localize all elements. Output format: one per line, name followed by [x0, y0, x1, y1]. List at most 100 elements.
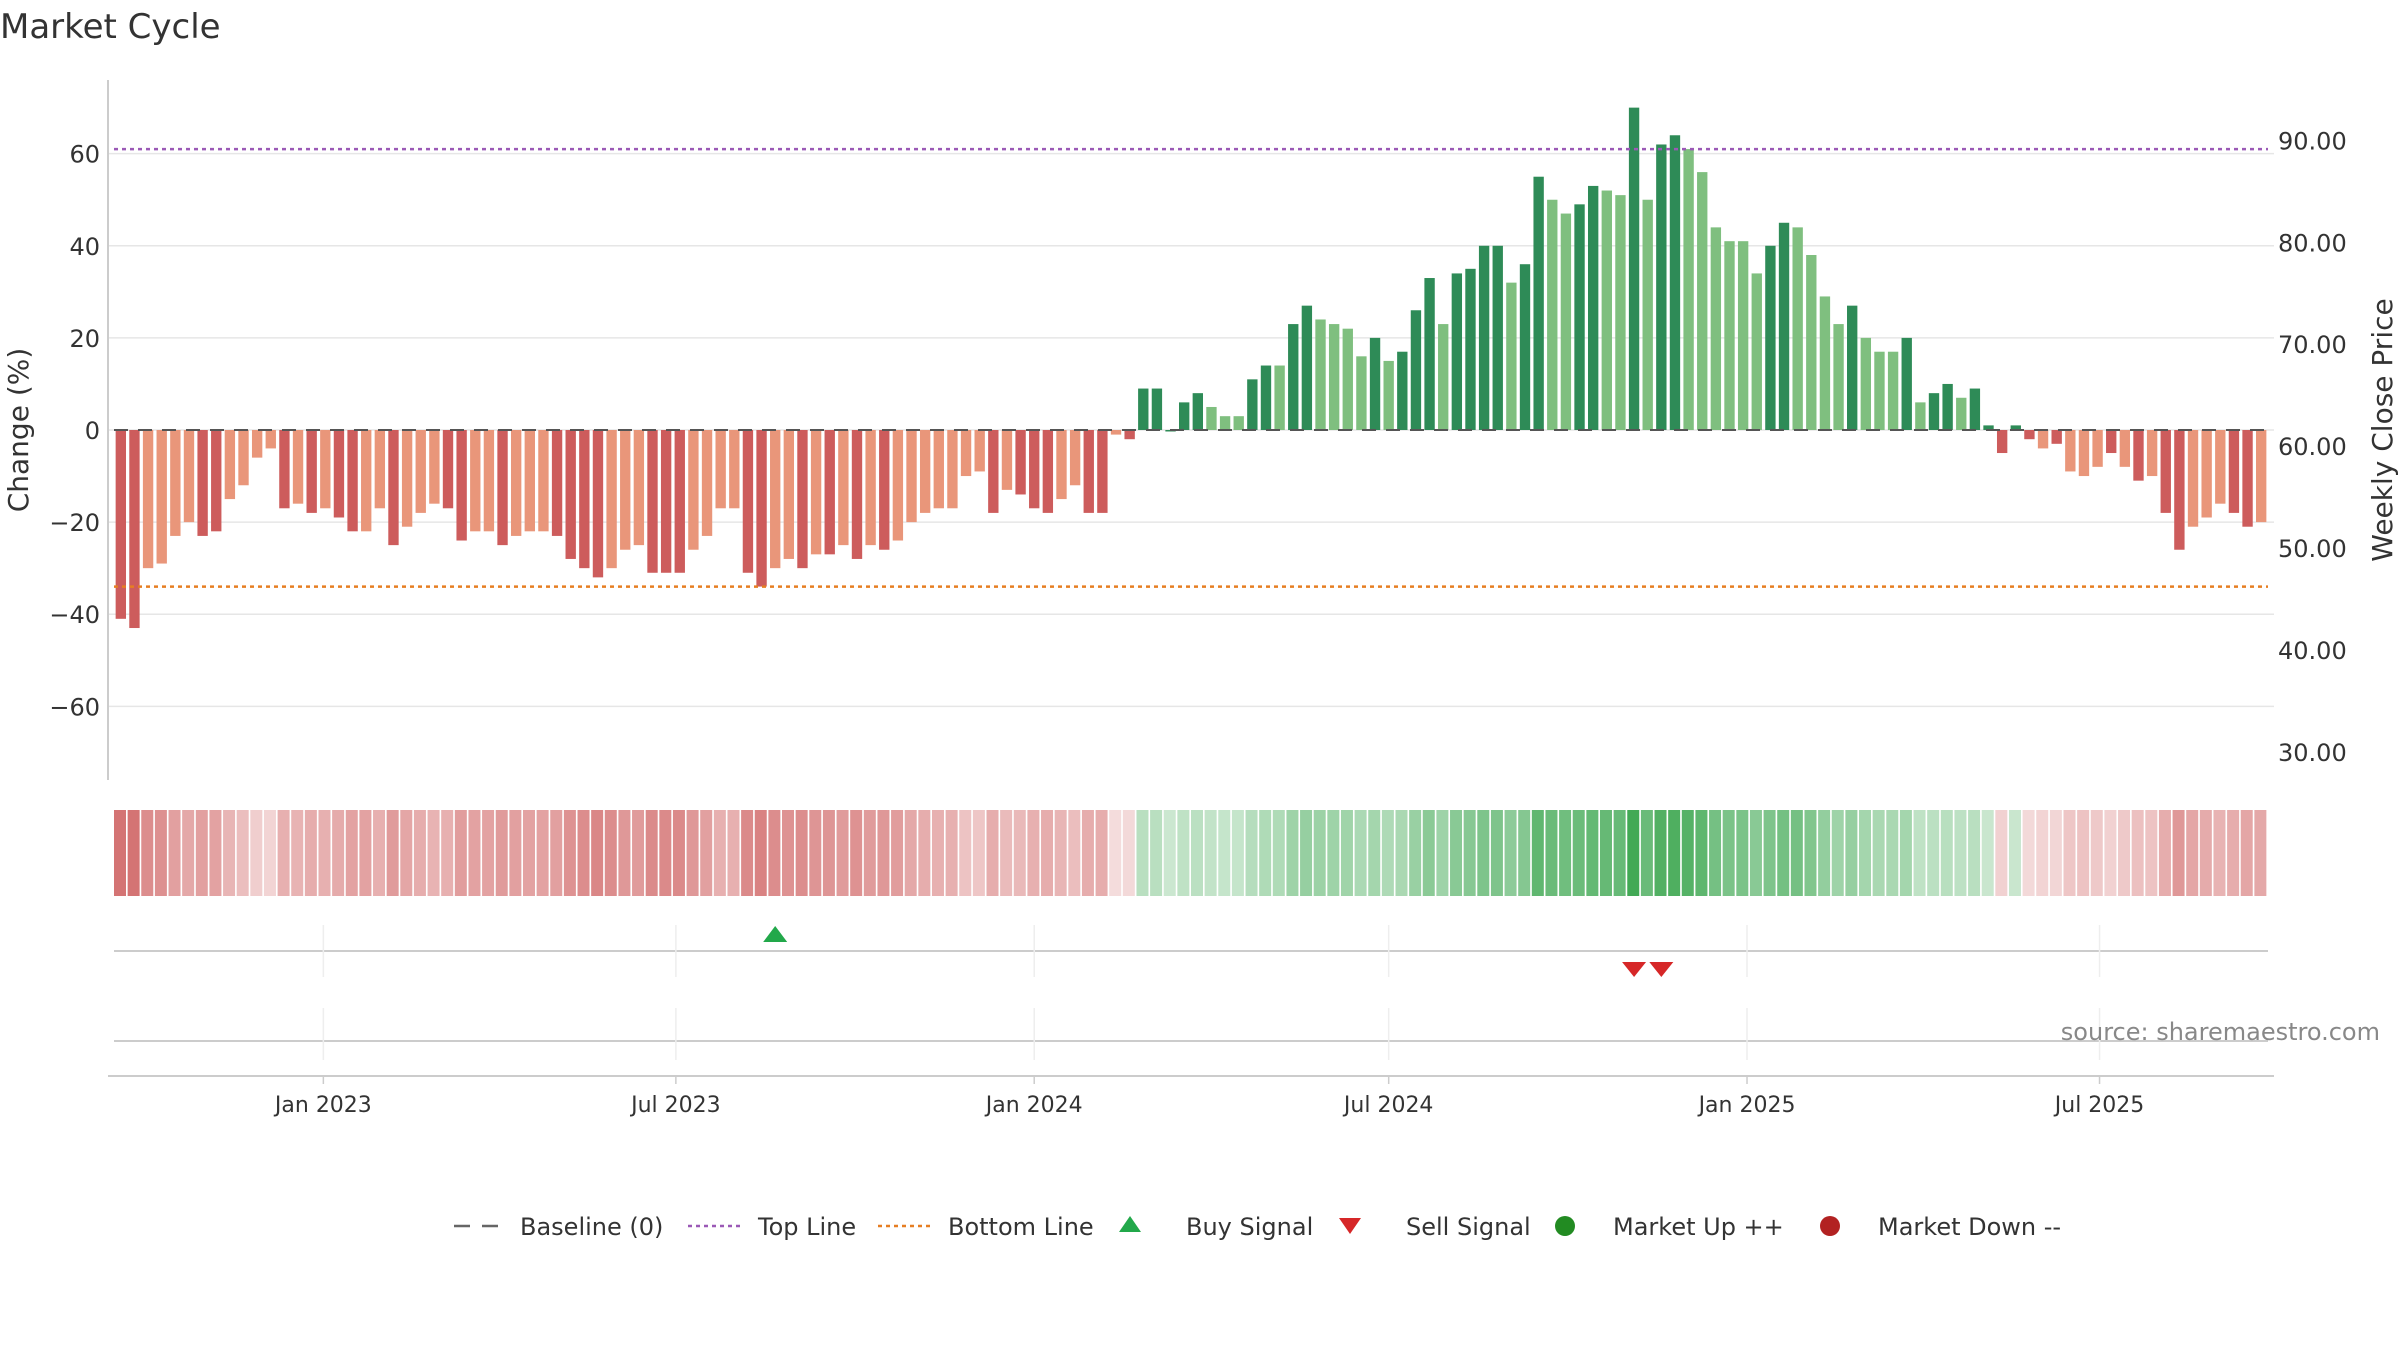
change-bar	[592, 430, 604, 578]
change-bar	[606, 430, 617, 569]
heat-cell	[2172, 810, 2185, 896]
heat-cell	[1572, 810, 1585, 896]
change-bar	[306, 430, 317, 513]
change-bar	[2228, 430, 2240, 513]
heat-cell	[1136, 810, 1149, 896]
heat-cell	[2199, 810, 2212, 896]
heat-cell	[768, 810, 781, 896]
change-bar	[429, 430, 440, 504]
legend-swatch	[1820, 1216, 1840, 1236]
heat-cell	[972, 810, 985, 896]
change-bar	[824, 430, 835, 555]
change-bar	[1247, 379, 1258, 430]
change-bar	[1601, 190, 1612, 430]
heat-cell	[1859, 810, 1872, 896]
change-bar	[1765, 245, 1776, 430]
change-bar	[810, 430, 822, 555]
heat-cell	[1163, 810, 1176, 896]
heat-cell	[645, 810, 658, 896]
heat-cell	[591, 810, 604, 896]
heat-cell	[1041, 810, 1054, 896]
heat-cell	[2145, 810, 2158, 896]
change-bar	[1587, 185, 1599, 430]
change-bar	[1124, 430, 1135, 440]
change-bar	[2215, 430, 2226, 504]
change-bar	[374, 430, 386, 509]
x-tick-label: Jan 2024	[984, 1093, 1083, 1118]
heat-cell	[468, 810, 481, 896]
legend-item: Sell Signal	[1339, 1213, 1531, 1241]
change-bar	[401, 430, 413, 527]
change-bar	[1969, 388, 1981, 430]
source-note: source: sharemaestro.com	[2061, 1018, 2380, 1046]
change-bar	[2051, 430, 2062, 444]
heat-cell	[1109, 810, 1122, 896]
legend-item: Market Down --	[1820, 1213, 2061, 1241]
legend-label: Buy Signal	[1186, 1213, 1313, 1241]
heat-cell	[2213, 810, 2226, 896]
change-bar	[1260, 365, 1272, 430]
change-bar	[388, 430, 399, 546]
y-tick-label: 40	[69, 233, 100, 261]
heat-cell	[754, 810, 767, 896]
heat-cell	[1586, 810, 1599, 896]
change-bar	[1492, 245, 1503, 430]
heat-cell	[795, 810, 808, 896]
heat-cell	[1177, 810, 1190, 896]
change-bar	[442, 430, 454, 509]
heat-cell	[1804, 810, 1817, 896]
change-bar	[1151, 388, 1163, 430]
change-bar	[1901, 337, 1912, 430]
change-bar	[1138, 388, 1149, 430]
heat-cell	[1695, 810, 1708, 896]
change-bar	[1315, 319, 1326, 430]
change-bar	[933, 430, 944, 509]
change-bar	[2010, 425, 2021, 430]
legend-label: Bottom Line	[948, 1213, 1094, 1241]
change-bar	[142, 430, 154, 569]
heat-cell	[2240, 810, 2253, 896]
heat-cell	[1259, 810, 1272, 896]
change-bar	[1342, 328, 1353, 430]
heat-cell	[209, 810, 222, 896]
heat-cell	[250, 810, 263, 896]
chart-title: Market Cycle	[0, 7, 221, 47]
change-bar	[1778, 222, 1790, 430]
heat-cell	[1940, 810, 1953, 896]
heat-cell	[577, 810, 590, 896]
heat-cell	[1436, 810, 1449, 896]
heat-cell	[2022, 810, 2035, 896]
legend-item: Baseline (0)	[454, 1213, 663, 1241]
change-bar	[674, 430, 685, 573]
change-bar	[2133, 430, 2144, 481]
change-bar	[197, 430, 208, 536]
heat-cell	[1709, 810, 1722, 896]
y2-tick-label: 90.00	[2278, 127, 2347, 155]
heat-cell	[1081, 810, 1094, 896]
change-bar	[1697, 172, 1708, 430]
y-tick-label: 20	[69, 325, 100, 353]
heat-cell	[945, 810, 958, 896]
change-bar	[1615, 195, 1626, 430]
heat-cell	[1831, 810, 1844, 896]
change-bar	[115, 430, 126, 619]
heat-cell	[195, 810, 208, 896]
legend-swatch	[1339, 1218, 1361, 1234]
heat-cell	[386, 810, 399, 896]
heat-cell	[2063, 810, 2076, 896]
heat-cell	[618, 810, 631, 896]
heat-cell	[863, 810, 876, 896]
y2-tick-label: 40.00	[2278, 637, 2347, 665]
change-bar	[170, 430, 181, 536]
change-bar	[2146, 430, 2158, 477]
legend-item: Bottom Line	[878, 1213, 1094, 1241]
change-bar	[565, 430, 576, 559]
change-bar	[1683, 149, 1694, 430]
heat-cell	[1027, 810, 1040, 896]
heat-cell	[2008, 810, 2021, 896]
heat-cell	[1381, 810, 1394, 896]
heat-cell	[1518, 810, 1531, 896]
heat-cell	[1736, 810, 1749, 896]
heat-cell	[1968, 810, 1981, 896]
heat-cell	[904, 810, 917, 896]
